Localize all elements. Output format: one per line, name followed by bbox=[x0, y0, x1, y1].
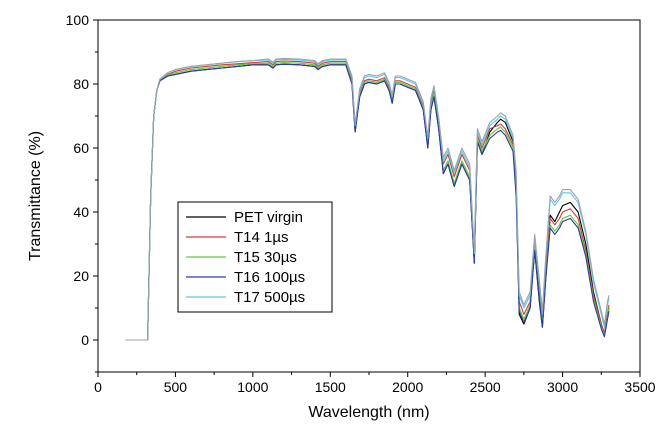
x-tick-label-6: 3000 bbox=[547, 379, 578, 395]
legend-label-3: T16 100µs bbox=[234, 269, 305, 286]
y-tick-label-5: 100 bbox=[66, 12, 90, 28]
x-tick-label-2: 1000 bbox=[237, 379, 268, 395]
legend-label-0: PET virgin bbox=[234, 209, 303, 226]
legend-label-2: T15 30µs bbox=[234, 249, 297, 266]
x-tick-label-0: 0 bbox=[94, 379, 102, 395]
y-tick-label-2: 40 bbox=[73, 204, 89, 220]
series-line-3 bbox=[125, 63, 610, 341]
x-tick-label-3: 1500 bbox=[315, 379, 346, 395]
series-layer bbox=[125, 57, 610, 341]
legend-label-1: T14 1µs bbox=[234, 229, 289, 246]
y-tick-label-0: 0 bbox=[81, 332, 89, 348]
plot-frame bbox=[97, 19, 641, 373]
x-tick-label-5: 2500 bbox=[470, 379, 501, 395]
y-tick-label-4: 80 bbox=[73, 76, 89, 92]
axis-ticks: 0 500 1000 1500 2000 2500 3000 3500 0 20 40 60 80 100 bbox=[66, 12, 656, 395]
x-tick-label-1: 500 bbox=[164, 379, 188, 395]
y-tick-label-1: 20 bbox=[73, 268, 89, 284]
legend-label-4: T17 500µs bbox=[234, 289, 305, 306]
x-axis-label: Wavelength (nm) bbox=[308, 404, 429, 421]
x-tick-label-4: 2000 bbox=[392, 379, 423, 395]
y-axis-label: Transmittance (%) bbox=[27, 131, 44, 261]
legend: PET virgin T14 1µs T15 30µs T16 100µs T17 50… bbox=[177, 201, 333, 313]
series-line-5 bbox=[125, 57, 610, 341]
x-tick-label-7: 3500 bbox=[624, 379, 655, 395]
y-tick-label-3: 60 bbox=[73, 140, 89, 156]
